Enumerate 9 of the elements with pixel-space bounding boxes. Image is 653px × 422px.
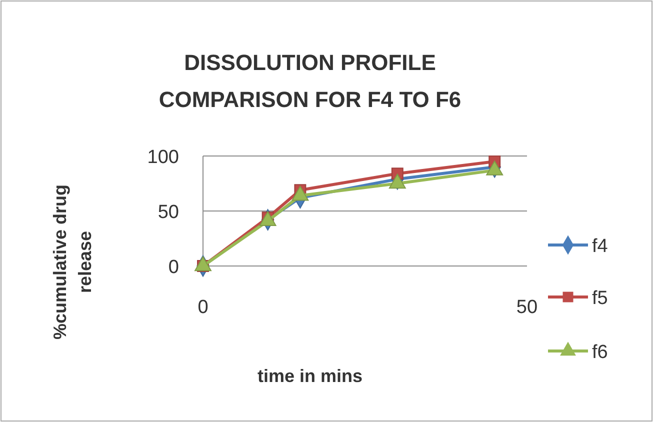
legend-label: f4	[592, 236, 608, 257]
x-axis-title: time in mins	[257, 366, 363, 386]
y-tick-label: 0	[168, 257, 179, 278]
legend-label: f6	[592, 342, 608, 363]
chart-title: DISSOLUTION PROFILE COMPARISON FOR F4 TO F6	[158, 50, 462, 112]
y-tick-label: 100	[147, 147, 179, 168]
legend-label: f5	[592, 288, 608, 309]
y-tick-label: 50	[158, 202, 179, 223]
y-axis-title: %cumulative drug release	[50, 184, 95, 340]
